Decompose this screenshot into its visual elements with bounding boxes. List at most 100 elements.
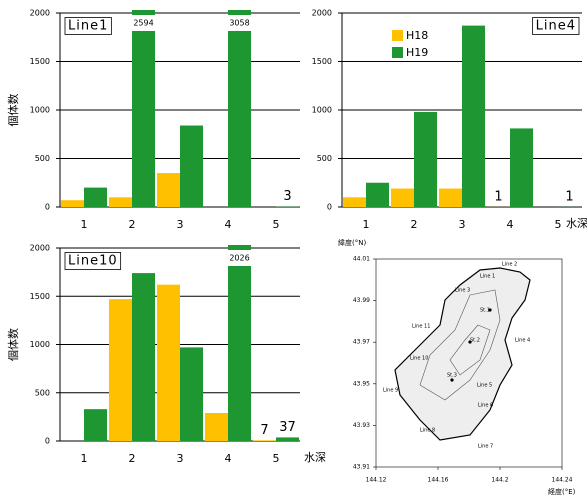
map-x-tick-label: 144.16 (428, 477, 449, 484)
y-tick-label: 1500 (30, 57, 50, 66)
map-x-tick-label: 144.12 (366, 477, 387, 484)
bar (84, 187, 108, 207)
x-tick-label: 4 (225, 452, 232, 465)
x-tick-label: 1 (81, 218, 88, 231)
y-tick-label: 500 (35, 154, 50, 163)
y-tick-label: 0 (327, 203, 332, 212)
y-tick-label: 1500 (30, 292, 50, 301)
y-tick-label: 0 (45, 203, 50, 212)
value-label: 7 (260, 423, 268, 438)
x-tick-label: 4 (225, 218, 232, 231)
x-tick-label: 5 (555, 218, 562, 231)
value-label: 1 (565, 189, 573, 204)
map-y-tick-label: 43.93 (353, 422, 370, 429)
y-tick-label: 2000 (30, 9, 50, 18)
y-axis-label: 個体数 (6, 94, 20, 127)
value-label: 3 (283, 189, 291, 204)
x-tick-label: 2 (129, 452, 136, 465)
bar (132, 273, 156, 441)
bar-cap (228, 245, 252, 250)
map-label: Line 10 (410, 356, 428, 362)
map-label: Line 6 (478, 403, 493, 409)
bar (228, 31, 252, 207)
value-label: 37 (279, 420, 296, 435)
chart-title: Line4 (536, 19, 576, 34)
bar (180, 125, 204, 207)
map-label: St.3 (447, 373, 457, 379)
legend-swatch (392, 47, 403, 58)
map-label: Line 11 (412, 324, 430, 330)
value-label: 2594 (133, 19, 153, 28)
map-frame (375, 258, 563, 468)
y-tick-label: 0 (45, 437, 50, 446)
bar (108, 197, 132, 207)
map-y-tick-label: 43.95 (353, 380, 370, 387)
map-y-label: 緯度(°N) (338, 238, 366, 247)
x-axis-label: 水深 (566, 217, 587, 230)
y-axis-label: 個体数 (6, 328, 20, 361)
x-tick-label: 3 (459, 218, 466, 231)
legend-label: H19 (406, 46, 428, 59)
bar (84, 409, 108, 441)
bar (252, 440, 276, 441)
map-label: Line 4 (515, 338, 530, 344)
bar-cap (132, 10, 156, 15)
map-label: Line 9 (383, 388, 398, 394)
bar (276, 437, 300, 441)
value-label: 2026 (229, 254, 249, 263)
bar (366, 182, 390, 207)
bar-cap (228, 10, 252, 15)
map-y-tick-label: 43.97 (353, 339, 370, 346)
bar (462, 25, 486, 207)
map: 44.01 43.99 43.97 43.95 43.93 43.91 144.12 144.… (338, 238, 576, 496)
x-tick-label: 1 (81, 452, 88, 465)
legend-swatch (392, 30, 403, 41)
bar (156, 173, 180, 207)
station (488, 308, 492, 312)
x-tick-label: 1 (363, 218, 370, 231)
value-label: 1 (494, 189, 502, 204)
map-label: St.2 (470, 338, 480, 344)
x-tick-label: 5 (273, 452, 280, 465)
bar (510, 128, 534, 207)
map-x-tick-label: 144.2 (491, 477, 508, 484)
bar (390, 188, 414, 207)
map-x-label: 経度(°E) (548, 487, 576, 496)
x-tick-label: 2 (129, 218, 136, 231)
bar (180, 347, 204, 441)
chart-title: Line10 (68, 254, 118, 269)
title-box (532, 17, 580, 35)
bar (342, 197, 366, 207)
x-tick-label: 3 (177, 452, 184, 465)
x-tick-label: 2 (411, 218, 418, 231)
y-tick-label: 1000 (30, 340, 50, 349)
bar (132, 31, 156, 207)
x-tick-label: 3 (177, 218, 184, 231)
depth-contour (449, 324, 491, 376)
bar (228, 266, 252, 441)
y-tick-label: 2000 (312, 9, 332, 18)
title-box (64, 252, 122, 270)
y-tick-label: 1500 (312, 57, 332, 66)
map-y-tick-label: 44.01 (353, 256, 370, 263)
lake-outline (394, 267, 531, 441)
map-label: Line 8 (420, 428, 435, 434)
y-tick-label: 500 (35, 388, 50, 397)
map-label: Line 5 (477, 383, 492, 389)
bar (438, 188, 462, 207)
map-label: Line 1 (480, 274, 495, 280)
bar (60, 200, 84, 207)
map-label: Line 7 (478, 444, 493, 450)
title-box (64, 17, 112, 35)
station (468, 340, 472, 344)
map-label: St.1 (480, 308, 490, 314)
y-tick-label: 2000 (30, 244, 50, 253)
chart-title: Line1 (68, 19, 108, 34)
x-tick-label: 4 (507, 218, 514, 231)
map-x-tick-label: 144.24 (552, 477, 573, 484)
bar (156, 284, 180, 441)
value-label: 3058 (229, 19, 249, 28)
y-tick-label: 1000 (312, 106, 332, 115)
bar (204, 413, 228, 441)
